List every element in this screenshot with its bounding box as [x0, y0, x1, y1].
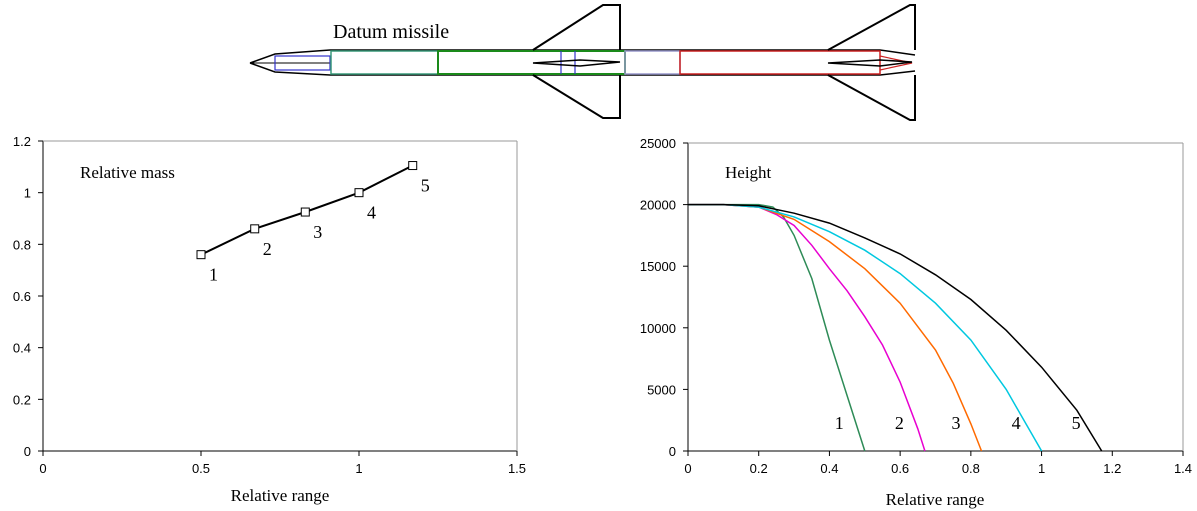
height-x-tick-label: 0.4	[820, 461, 838, 476]
height-series-label-5: 5	[1072, 413, 1081, 433]
height-series-label-2: 2	[895, 413, 904, 433]
mass-x-tick-label: 1	[355, 461, 362, 476]
height-x-tick-label: 1.4	[1174, 461, 1192, 476]
mass-y-tick-label: 0.8	[13, 237, 31, 252]
height-series-2	[688, 203, 926, 452]
mass-y-tick-label: 1.2	[13, 134, 31, 149]
missile-section-3	[624, 50, 681, 75]
height-y-tick-label: 25000	[640, 136, 676, 151]
mass-point-label-3: 3	[313, 222, 322, 242]
mass-y-tick-label: 0.4	[13, 341, 31, 356]
height-x-tick-label: 0.8	[962, 461, 980, 476]
height-series-5	[688, 203, 1103, 452]
missile-section-4	[679, 50, 881, 75]
mass-chart-title: Relative mass	[80, 163, 175, 182]
height-series-4	[688, 203, 1043, 452]
mass-point-label-2: 2	[263, 239, 272, 259]
missile-drawing: Datum missile	[249, 4, 916, 121]
missile-front-wing-bottom	[532, 74, 621, 119]
height-y-tick-label: 10000	[640, 321, 676, 336]
mass-x-tick-label: 0.5	[192, 461, 210, 476]
mass-point-2	[250, 224, 260, 234]
height-y-tick-label: 15000	[640, 259, 676, 274]
height-y-tick-label: 0	[669, 444, 676, 459]
mass-point-5	[408, 161, 418, 171]
mass-point-4	[354, 188, 364, 198]
missile-section-2	[437, 50, 626, 75]
mass-x-tick-label: 1.5	[508, 461, 526, 476]
height-chart: 0 0.2 0.4 0.6 0.8 1 1.2 1.4 0 5000 10000 15000 20000…	[640, 136, 1192, 509]
missile-title: Datum missile	[333, 21, 449, 43]
mass-y-tick-label: 0.2	[13, 392, 31, 407]
missile-nozzle	[879, 55, 913, 71]
missile-front-wing-top	[532, 4, 621, 51]
mass-point-label-1: 1	[209, 265, 218, 285]
mass-point-3	[300, 207, 310, 217]
height-series-label-4: 4	[1012, 413, 1021, 433]
mass-y-tick-label: 0	[24, 444, 31, 459]
missile-rear-fin-side	[827, 59, 913, 67]
height-x-tick-label: 1	[1038, 461, 1045, 476]
mass-y-tick-label: 0.6	[13, 289, 31, 304]
mass-point-1	[196, 250, 206, 260]
height-y-tick-label: 5000	[647, 382, 676, 397]
relative-mass-chart: 0 0.5 1 1.5 0 0.2 0.4 0.6 0.8 1 1.2 1 2 3 4 5 Relative…	[13, 134, 526, 505]
missile-front-wing-side	[532, 59, 621, 67]
mass-point-label-4: 4	[367, 203, 376, 223]
missile-rear-fin-top	[827, 4, 916, 51]
missile-section-1	[330, 50, 439, 75]
height-x-tick-label: 0	[684, 461, 691, 476]
mass-x-label: Relative range	[231, 486, 330, 505]
height-y-tick-label: 20000	[640, 198, 676, 213]
missile-rear-fin-bottom	[827, 74, 916, 121]
missile-nose-section	[274, 55, 331, 71]
height-series-label-3: 3	[951, 413, 960, 433]
missile-body-outline	[249, 49, 916, 76]
height-series-label-1: 1	[835, 413, 844, 433]
height-x-tick-label: 0.2	[750, 461, 768, 476]
height-chart-title: Height	[725, 163, 772, 182]
mass-point-label-5: 5	[421, 176, 430, 196]
height-x-tick-label: 1.2	[1103, 461, 1121, 476]
height-x-label: Relative range	[886, 490, 985, 509]
mass-x-tick-label: 0	[39, 461, 46, 476]
mass-y-tick-label: 1	[24, 186, 31, 201]
height-x-tick-label: 0.6	[891, 461, 909, 476]
